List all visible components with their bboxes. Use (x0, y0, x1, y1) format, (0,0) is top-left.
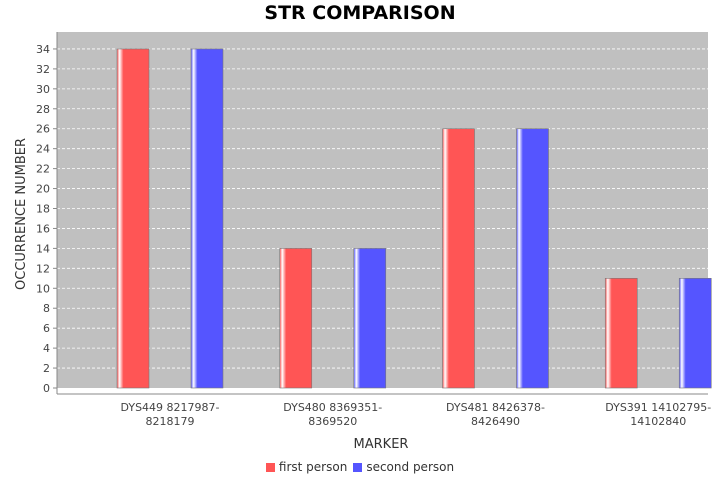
bar-first-person-1 (116, 48, 150, 389)
bar-second-person-1 (190, 48, 224, 389)
legend-label-second-person: second person (366, 460, 455, 474)
x-tick-label: DYS481 8426378- (446, 401, 545, 414)
y-tick-label: 24 (36, 143, 50, 156)
x-tick-label: 8369520 (308, 415, 357, 428)
legend-swatch-first-person (265, 462, 275, 472)
y-tick-label: 34 (36, 43, 50, 56)
y-tick-label: 14 (36, 242, 50, 255)
chart-title: STR COMPARISON (264, 2, 456, 24)
y-tick-label: 2 (43, 362, 50, 375)
y-tick-label: 8 (43, 302, 50, 315)
legend: first person second person (0, 460, 720, 474)
x-axis-label: MARKER (354, 437, 409, 452)
bar-second-person-2 (353, 248, 387, 389)
bar-first-person-4 (604, 278, 638, 389)
x-tick-label: 14102840 (630, 415, 686, 428)
x-tick-label: 8426490 (471, 415, 520, 428)
bar-second-person-4 (678, 278, 712, 389)
x-tick-label: DYS449 8217987- (120, 401, 219, 414)
x-tick-label: 8218179 (146, 415, 195, 428)
bar-second-person-3 (516, 128, 549, 389)
y-tick-label: 4 (43, 342, 50, 355)
y-tick-label: 20 (36, 183, 50, 196)
y-tick-label: 10 (36, 282, 50, 295)
bar-first-person-3 (442, 128, 475, 389)
legend-label-first-person: first person (278, 460, 348, 474)
x-tick-label: DYS391 14102795- (605, 401, 711, 414)
y-tick-label: 18 (36, 203, 50, 216)
y-tick-label: 0 (43, 382, 50, 395)
y-tick-label: 16 (36, 222, 50, 235)
legend-item-second-person: second person (353, 460, 454, 474)
bar-first-person-2 (279, 248, 313, 389)
y-tick-label: 28 (36, 103, 50, 116)
y-tick-label: 26 (36, 123, 50, 136)
y-tick-label: 30 (36, 83, 50, 96)
y-tick-label: 12 (36, 262, 50, 275)
legend-item-first-person: first person (265, 460, 348, 474)
y-axis-label: OCCURRENCE NUMBER (14, 138, 29, 290)
x-tick-label: DYS480 8369351- (283, 401, 382, 414)
legend-swatch-second-person (353, 462, 363, 472)
y-tick-label: 32 (36, 63, 50, 76)
y-tick-label: 6 (43, 322, 50, 335)
y-tick-label: 22 (36, 163, 50, 176)
